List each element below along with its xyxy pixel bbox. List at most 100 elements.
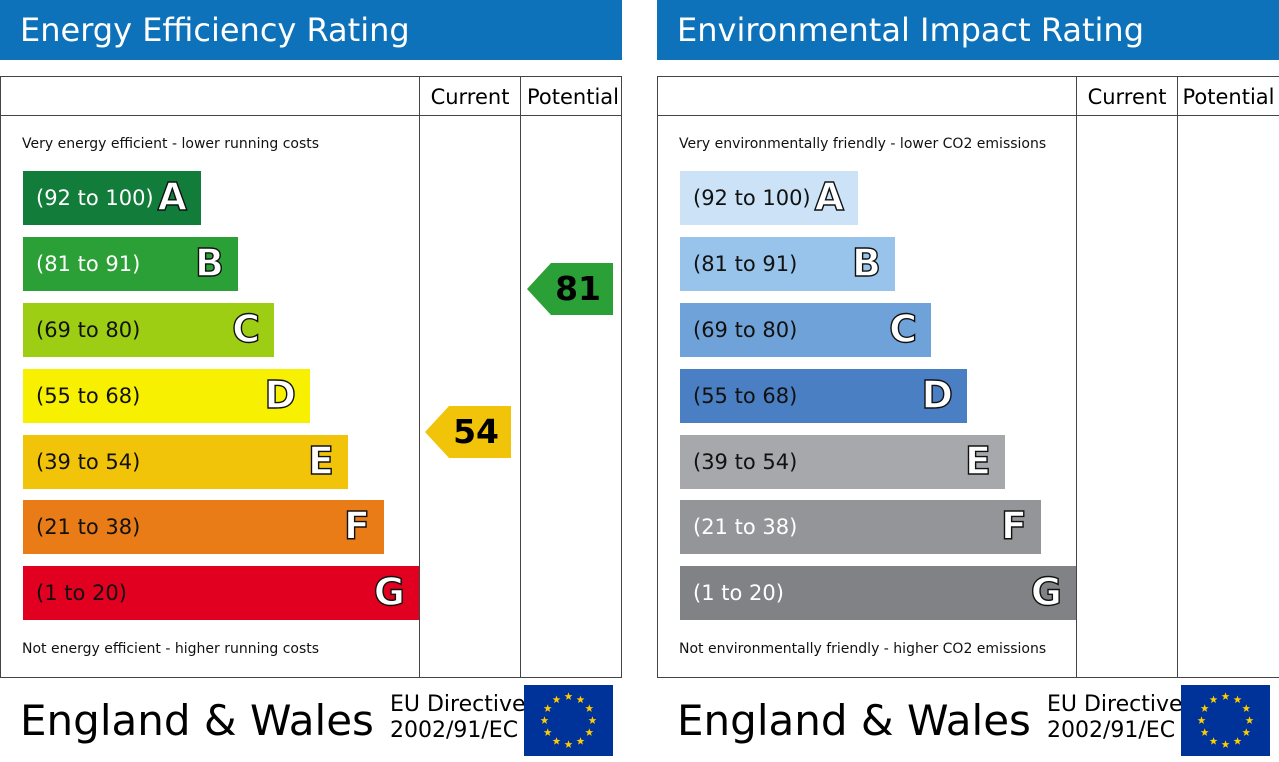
band-range: (81 to 91) <box>693 252 798 276</box>
band-letter: A <box>157 174 188 219</box>
eu-star <box>540 716 549 724</box>
eu-star <box>1200 728 1209 736</box>
top-note: Very energy efficient - lower running co… <box>22 136 320 152</box>
header-divider <box>0 115 622 116</box>
marker-arrow <box>527 263 613 315</box>
column-divider <box>1076 77 1077 677</box>
eu-star <box>1200 704 1209 712</box>
band-range: (21 to 38) <box>36 515 141 539</box>
column-divider <box>0 77 1 677</box>
rating-band-g: (1 to 20) G <box>23 566 419 620</box>
band-range: (21 to 38) <box>693 515 798 539</box>
eu-star <box>1209 737 1218 745</box>
header-divider <box>657 115 1279 116</box>
band-range: (92 to 100) <box>693 186 811 210</box>
column-divider <box>621 77 622 677</box>
band-letter: E <box>307 438 334 483</box>
eu-star <box>576 695 585 704</box>
band-letter: B <box>851 240 881 285</box>
band-range: (1 to 20) <box>693 581 784 605</box>
band-range: (1 to 20) <box>36 581 127 605</box>
column-divider <box>419 77 420 677</box>
eu-star <box>1221 692 1230 700</box>
rating-band-b: (81 to 91) B <box>23 237 238 291</box>
footer-country: England & Wales <box>677 696 1031 745</box>
eu-star <box>543 728 552 736</box>
band-letter: F <box>343 503 370 548</box>
rating-band-a: (92 to 100) A <box>23 171 201 225</box>
footer-directive: EU Directive 2002/91/EC <box>1047 692 1181 744</box>
band-letter: E <box>964 438 991 483</box>
eu-flag-icon <box>524 685 613 756</box>
current-rating-marker: 54 <box>425 406 511 458</box>
band-range: (39 to 54) <box>36 450 141 474</box>
eu-star <box>585 704 594 712</box>
eu-star <box>588 716 597 724</box>
title-bar: Environmental Impact Rating <box>657 0 1279 60</box>
band-letter: B <box>194 240 224 285</box>
eu-star <box>1221 740 1230 748</box>
current-rating-value: 54 <box>453 412 499 451</box>
potential-rating-marker: 81 <box>527 263 613 315</box>
eu-star <box>585 728 594 736</box>
band-range: (69 to 80) <box>693 318 798 342</box>
panel-title: Energy Efficiency Rating <box>20 11 410 49</box>
bottom-note: Not environmentally friendly - higher CO… <box>679 641 1047 657</box>
band-letter: A <box>814 174 845 219</box>
bottom-note: Not energy efficient - higher running co… <box>22 641 320 657</box>
rating-band-c: (69 to 80) C <box>680 303 931 357</box>
band-range: (69 to 80) <box>36 318 141 342</box>
band-letter: D <box>264 372 297 417</box>
eu-star <box>1209 695 1218 704</box>
potential-header: Potential <box>527 85 619 109</box>
energy-efficiency-panel: Energy Efficiency Rating Current Potenti… <box>0 0 622 762</box>
rating-band-f: (21 to 38) F <box>23 500 384 554</box>
title-bar: Energy Efficiency Rating <box>0 0 622 60</box>
panel-title: Environmental Impact Rating <box>677 11 1145 49</box>
rating-band-f: (21 to 38) F <box>680 500 1041 554</box>
top-note: Very environmentally friendly - lower CO… <box>679 136 1047 152</box>
band-range: (81 to 91) <box>36 252 141 276</box>
environmental-impact-panel: Environmental Impact Rating Current Pote… <box>657 0 1279 762</box>
directive-line-2: 2002/91/EC <box>1047 718 1176 743</box>
band-letter: C <box>231 306 260 351</box>
eu-star <box>1233 737 1242 745</box>
band-range: (55 to 68) <box>693 384 798 408</box>
directive-line-1: EU Directive <box>1047 692 1181 717</box>
rating-band-d: (55 to 68) D <box>680 369 967 423</box>
current-header: Current <box>430 85 510 109</box>
directive-line-2: 2002/91/EC <box>390 718 519 743</box>
rating-band-d: (55 to 68) D <box>23 369 310 423</box>
potential-rating-value: 81 <box>555 269 601 308</box>
eu-star <box>1197 716 1206 724</box>
column-divider <box>520 77 521 677</box>
band-range: (39 to 54) <box>693 450 798 474</box>
column-divider <box>1177 77 1178 677</box>
eu-star <box>552 737 561 745</box>
potential-header: Potential <box>1182 85 1275 109</box>
eu-star <box>1242 704 1251 712</box>
band-range: (55 to 68) <box>36 384 141 408</box>
band-letter: C <box>888 306 917 351</box>
eu-star <box>1245 716 1254 724</box>
eu-star <box>576 737 585 745</box>
marker-arrow <box>425 406 511 458</box>
rating-band-g: (1 to 20) G <box>680 566 1076 620</box>
footer-directive: EU Directive 2002/91/EC <box>390 692 524 744</box>
eu-star <box>543 704 552 712</box>
band-letter: D <box>921 372 954 417</box>
eu-star <box>552 695 561 704</box>
eu-star <box>1242 728 1251 736</box>
footer-country: England & Wales <box>20 696 374 745</box>
eu-star <box>564 740 573 748</box>
rating-band-c: (69 to 80) C <box>23 303 274 357</box>
band-letter: G <box>1030 569 1063 614</box>
column-divider <box>657 77 658 677</box>
eu-star <box>564 692 573 700</box>
rating-band-a: (92 to 100) A <box>680 171 858 225</box>
rating-table: Current Potential <box>657 76 1279 678</box>
rating-band-b: (81 to 91) B <box>680 237 895 291</box>
directive-line-1: EU Directive <box>390 692 524 717</box>
band-range: (92 to 100) <box>36 186 154 210</box>
eu-star <box>1233 695 1242 704</box>
